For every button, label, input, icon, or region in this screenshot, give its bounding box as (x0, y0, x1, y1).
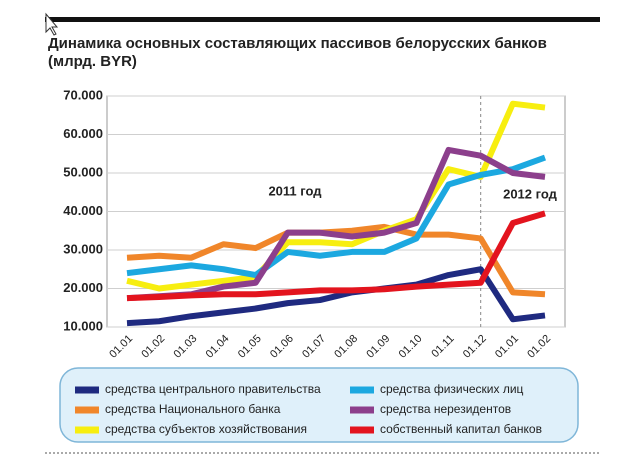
annotation: 2011 год (268, 183, 322, 198)
x-tick-label: 01.01 (107, 333, 135, 361)
series-line (126, 100, 546, 292)
y-tick-label: 20.000 (63, 280, 103, 295)
x-tick-label: 01.02 (525, 333, 553, 361)
cursor (45, 12, 59, 36)
legend-label: средства центрального правительства (105, 382, 321, 396)
legend-label: средства субъектов хозяйствования (105, 422, 307, 436)
x-tick-label: 01.09 (364, 333, 392, 361)
y-tick-label: 60.000 (63, 126, 103, 141)
y-tick-label: 10.000 (63, 318, 103, 333)
chart-title: Динамика основных составляющих пассивов … (48, 35, 547, 52)
legend-label: средства физических лиц (380, 382, 524, 396)
legend-label: собственный капитал банков (380, 422, 542, 436)
x-tick-label: 01.06 (268, 333, 296, 361)
legend-box (59, 367, 579, 443)
series-line (126, 210, 546, 302)
x-tick-label: 01.04 (204, 333, 232, 361)
x-tick-label: 01.01 (493, 333, 521, 361)
x-tick-label: 01.07 (300, 333, 328, 361)
annotation: 2012 год (503, 186, 558, 201)
x-tick-label: 01.12 (461, 333, 489, 361)
y-tick-label: 30.000 (63, 241, 103, 256)
x-tick-label: 01.08 (332, 333, 360, 361)
x-tick-label: 01.10 (397, 333, 425, 361)
legend-label: средства Национального банка (105, 402, 281, 416)
x-tick-label: 01.02 (139, 333, 167, 361)
x-tick-label: 01.03 (172, 333, 200, 361)
x-tick-label: 01.11 (429, 333, 456, 360)
y-tick-label: 40.000 (63, 203, 103, 218)
legend-label: средства нерезидентов (380, 402, 511, 416)
x-tick-label: 01.05 (236, 333, 264, 361)
series-line (126, 266, 546, 327)
y-tick-label: 50.000 (63, 164, 103, 179)
series-line (126, 154, 547, 279)
top-rule (45, 17, 600, 22)
chart-subtitle: (млрд. BYR) (48, 53, 137, 70)
y-tick-label: 70.000 (63, 87, 103, 102)
